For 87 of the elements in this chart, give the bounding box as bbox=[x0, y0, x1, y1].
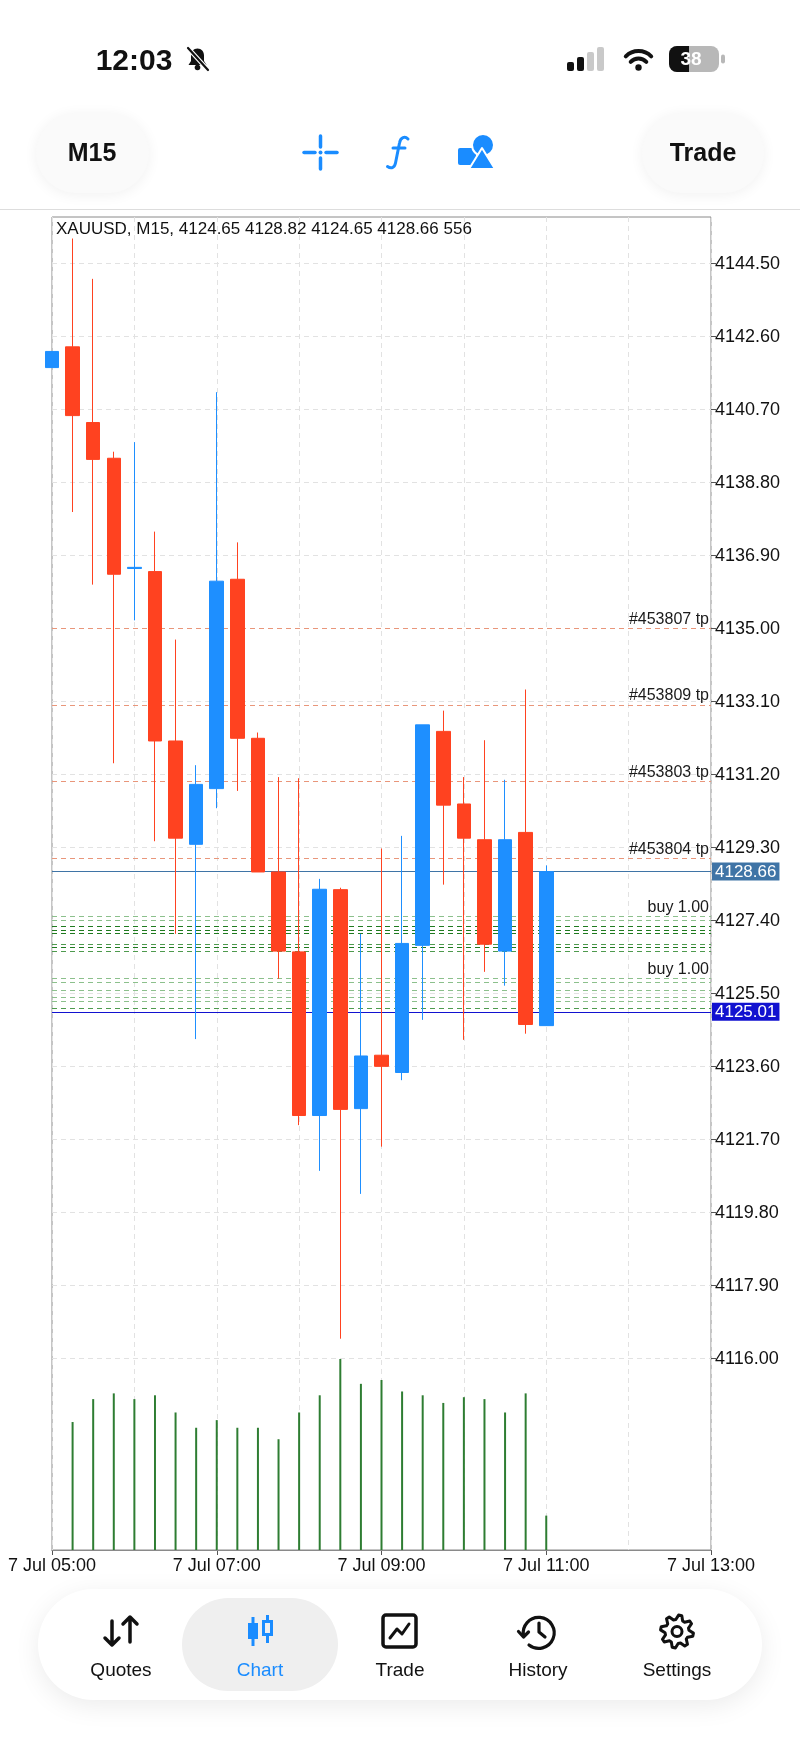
bar bbox=[462, 1397, 465, 1550]
candlestick bbox=[333, 887, 348, 1340]
candlestick bbox=[148, 531, 162, 842]
text: Settings bbox=[642, 1658, 712, 1681]
y-tick-label: 4127.40 bbox=[715, 909, 781, 930]
candlestick bbox=[65, 238, 80, 513]
y-tick-label: 4135.00 bbox=[715, 618, 781, 639]
ref-line-label: 4128.66 bbox=[715, 862, 777, 882]
text: Quotes bbox=[90, 1658, 152, 1681]
bar bbox=[298, 1412, 301, 1550]
y-tick-label: 4136.90 bbox=[715, 545, 781, 566]
bar bbox=[359, 1383, 362, 1550]
bar bbox=[133, 1399, 136, 1550]
bar bbox=[339, 1359, 342, 1550]
candlestick bbox=[45, 350, 59, 369]
candlestick bbox=[107, 451, 121, 764]
y-tick-label: 4131.20 bbox=[715, 764, 781, 785]
candlestick bbox=[539, 864, 554, 1027]
y-tick-label: 4119.80 bbox=[715, 1201, 779, 1222]
bar bbox=[545, 1515, 548, 1550]
y-tick-label: 4142.60 bbox=[715, 326, 781, 347]
x-tick-label: 7 Jul 09:00 bbox=[337, 1555, 426, 1575]
candlestick bbox=[354, 933, 368, 1195]
candlestick bbox=[518, 689, 533, 1035]
bar bbox=[442, 1402, 445, 1550]
bar bbox=[174, 1412, 177, 1550]
candlestick bbox=[230, 541, 245, 792]
candlestick bbox=[251, 732, 265, 873]
text: Trade bbox=[375, 1658, 425, 1681]
x-tick-label: 7 Jul 07:00 bbox=[172, 1555, 261, 1575]
candlestick bbox=[189, 764, 203, 1040]
x-tick-label: 7 Jul 11:00 bbox=[502, 1555, 590, 1575]
ref-line-label: buy 1.00 bbox=[647, 959, 710, 977]
text: Chart bbox=[236, 1658, 284, 1681]
ref-line-label: #453809 tp bbox=[628, 686, 710, 704]
y-tick-label: 4116.00 bbox=[715, 1347, 779, 1368]
candlestick bbox=[292, 777, 306, 1126]
bar bbox=[401, 1391, 404, 1550]
candlestick bbox=[415, 724, 430, 1021]
bar bbox=[71, 1422, 74, 1550]
y-tick-label: 4133.10 bbox=[715, 691, 781, 712]
bar bbox=[236, 1427, 239, 1550]
candlestick bbox=[168, 639, 183, 935]
candlestick bbox=[127, 441, 142, 621]
x-tick-label: 7 Jul 13:00 bbox=[666, 1555, 756, 1575]
bar bbox=[380, 1380, 383, 1550]
candlestick bbox=[436, 710, 451, 886]
ref-line-label: 4125.01 bbox=[715, 1002, 777, 1022]
y-tick-label: 4117.90 bbox=[715, 1274, 779, 1295]
text: M15 bbox=[67, 138, 117, 167]
ref-line-label: #453804 tp bbox=[628, 840, 710, 858]
candlestick bbox=[498, 779, 512, 987]
y-tick-label: 4144.50 bbox=[715, 253, 781, 274]
bar bbox=[195, 1427, 198, 1550]
text: History bbox=[508, 1658, 568, 1681]
y-tick-label: 4138.80 bbox=[715, 472, 781, 493]
candlestick bbox=[86, 278, 100, 586]
x-tick-label: 7 Jul 05:00 bbox=[7, 1555, 97, 1575]
y-tick-label: 4129.30 bbox=[715, 837, 781, 858]
bar bbox=[153, 1395, 156, 1550]
candlestick bbox=[477, 739, 492, 973]
ref-line-label: #453807 tp bbox=[628, 609, 710, 627]
bar bbox=[215, 1420, 218, 1550]
bar bbox=[92, 1399, 95, 1550]
text: 12:03 bbox=[95, 42, 173, 76]
bar bbox=[504, 1412, 507, 1550]
bar bbox=[483, 1399, 486, 1550]
ref-line-label: #453803 tp bbox=[628, 763, 710, 781]
candlestick bbox=[209, 391, 224, 809]
y-tick-label: 4121.70 bbox=[715, 1128, 781, 1149]
candlestick bbox=[457, 776, 471, 1041]
candlestick bbox=[312, 878, 327, 1172]
bar bbox=[318, 1395, 321, 1550]
ref-line-label: buy 1.00 bbox=[647, 897, 710, 915]
bar bbox=[256, 1427, 259, 1550]
bar bbox=[277, 1439, 280, 1550]
bar bbox=[421, 1395, 424, 1550]
candlestick bbox=[271, 776, 286, 980]
chart-title: XAUUSD, M15, 4124.65 4128.82 4124.65 4128.66 556 bbox=[56, 219, 472, 238]
y-tick-label: 4123.60 bbox=[715, 1055, 781, 1076]
text: Trade bbox=[669, 138, 737, 167]
candlestick bbox=[374, 848, 389, 1148]
y-tick-label: 4125.50 bbox=[715, 982, 781, 1003]
y-tick-label: 4140.70 bbox=[715, 399, 781, 420]
bar bbox=[112, 1393, 115, 1550]
candlestick bbox=[395, 835, 409, 1081]
bar bbox=[524, 1393, 527, 1550]
